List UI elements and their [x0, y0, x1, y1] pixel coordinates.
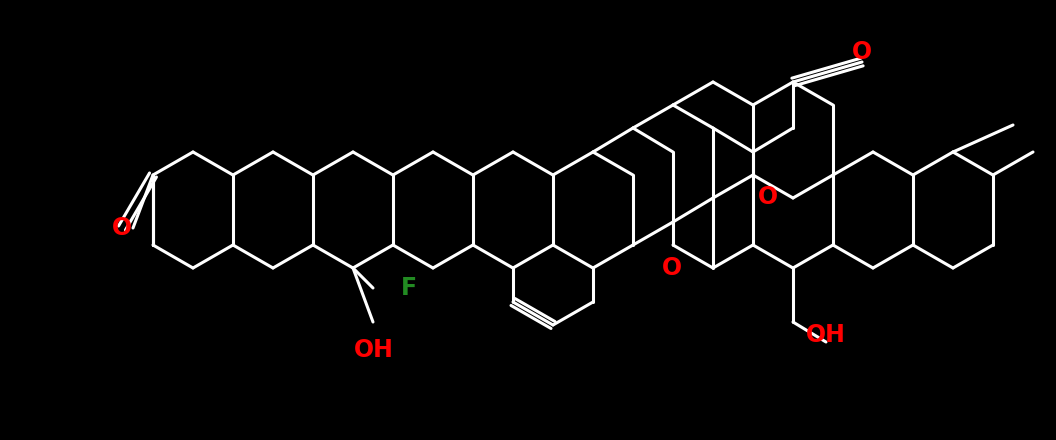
Text: OH: OH — [354, 338, 394, 362]
Text: O: O — [852, 40, 872, 64]
Text: O: O — [112, 216, 132, 240]
Text: O: O — [662, 256, 682, 280]
Text: F: F — [401, 276, 417, 300]
Text: O: O — [758, 185, 778, 209]
Text: OH: OH — [806, 323, 846, 347]
